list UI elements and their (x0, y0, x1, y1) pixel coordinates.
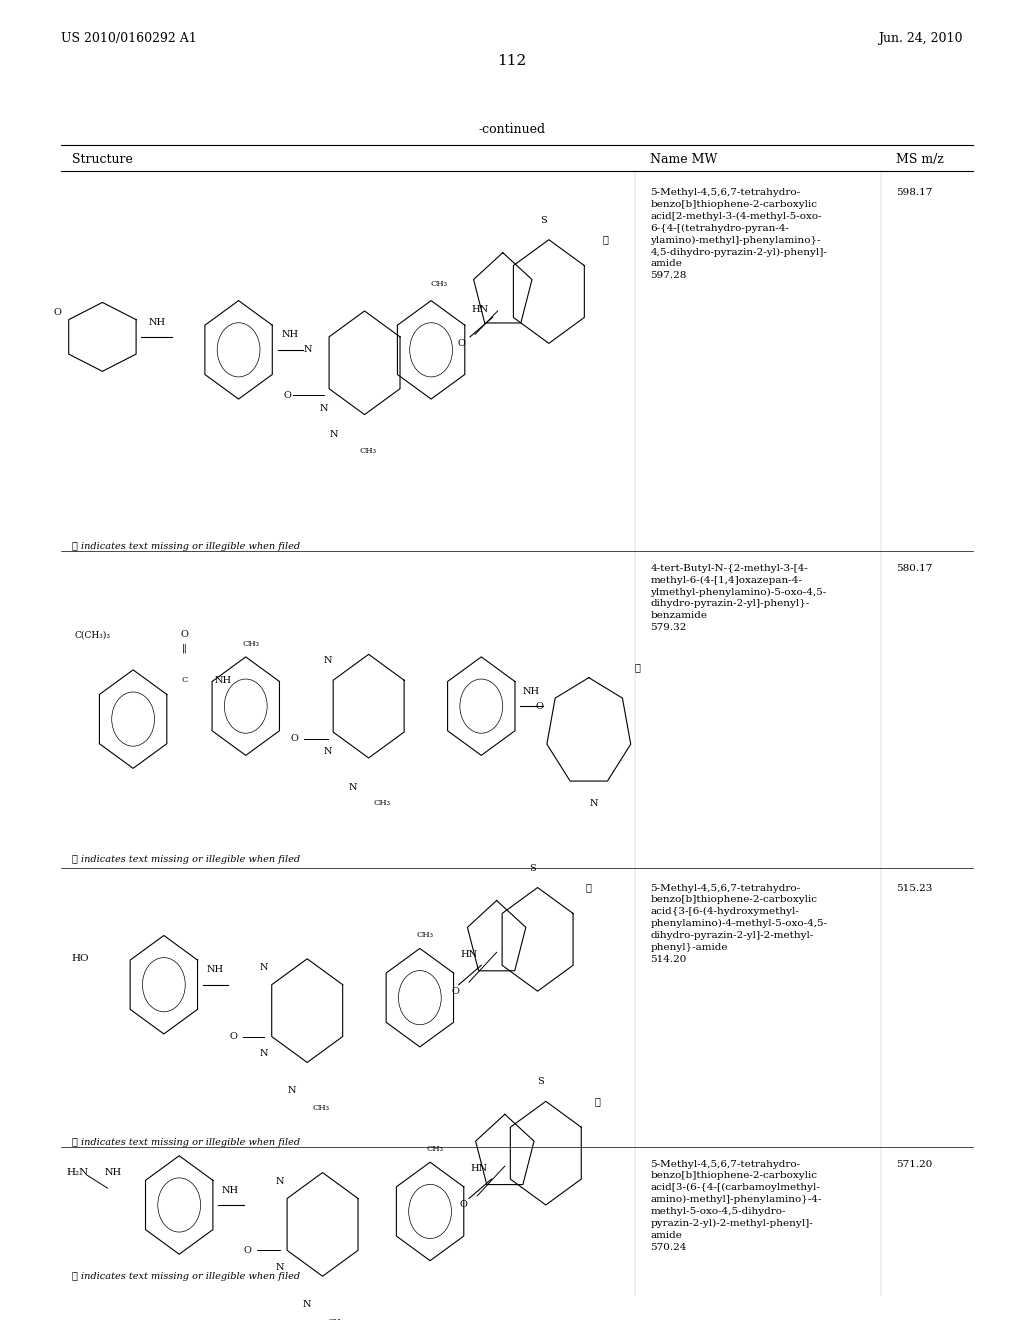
Text: NH: NH (104, 1168, 122, 1177)
Text: O: O (291, 734, 299, 743)
Text: 580.17: 580.17 (896, 564, 933, 573)
Text: CH₃: CH₃ (417, 932, 433, 940)
Text: C: C (181, 676, 187, 684)
Text: ②: ② (635, 663, 641, 672)
Text: O: O (180, 631, 188, 639)
Text: HO: HO (72, 954, 89, 964)
Text: 112: 112 (498, 54, 526, 69)
Text: CH₃: CH₃ (243, 640, 259, 648)
Text: N: N (324, 747, 332, 756)
Text: CH₃: CH₃ (427, 1146, 443, 1154)
Text: S: S (538, 1077, 544, 1086)
Text: N: N (260, 964, 268, 973)
Text: 5-Methyl-4,5,6,7-tetrahydro-
benzo[b]thiophene-2-carboxylic
acid{3-[6-(4-hydroxy: 5-Methyl-4,5,6,7-tetrahydro- benzo[b]thi… (650, 883, 827, 964)
Text: 4-tert-Butyl-N-{2-methyl-3-[4-
methyl-6-(4-[1,4]oxazepan-4-
ylmethyl-phenylamino: 4-tert-Butyl-N-{2-methyl-3-[4- methyl-6-… (650, 564, 826, 632)
Text: CH₃: CH₃ (359, 447, 377, 455)
Text: 598.17: 598.17 (896, 187, 933, 197)
Text: CH₃: CH₃ (328, 1317, 345, 1320)
Text: N: N (303, 1300, 311, 1309)
Text: S: S (541, 215, 547, 224)
Text: NH: NH (523, 686, 540, 696)
Text: O: O (452, 986, 460, 995)
Text: O: O (244, 1246, 252, 1255)
Text: N: N (590, 799, 598, 808)
Text: O: O (284, 391, 292, 400)
Text: NH: NH (215, 676, 232, 685)
Text: Name MW: Name MW (650, 153, 718, 166)
Text: C(CH₃)₃: C(CH₃)₃ (74, 631, 111, 639)
Text: Structure: Structure (72, 153, 132, 166)
Text: H₂N: H₂N (67, 1168, 89, 1177)
Text: HN: HN (472, 305, 488, 314)
Text: N: N (288, 1086, 296, 1096)
Text: N: N (324, 656, 332, 665)
Text: O: O (536, 702, 544, 710)
Text: HN: HN (461, 950, 477, 958)
Text: NH: NH (148, 318, 165, 326)
Text: N: N (330, 429, 338, 438)
Text: O: O (458, 339, 466, 348)
Text: 5-Methyl-4,5,6,7-tetrahydro-
benzo[b]thiophene-2-carboxylic
acid[2-methyl-3-(4-m: 5-Methyl-4,5,6,7-tetrahydro- benzo[b]thi… (650, 187, 827, 280)
Text: CH₃: CH₃ (312, 1104, 330, 1111)
Text: N: N (275, 1263, 284, 1271)
Text: ‖: ‖ (182, 643, 186, 652)
Text: ②: ② (602, 235, 608, 244)
Text: MS m/z: MS m/z (896, 153, 944, 166)
Text: CH₃: CH₃ (374, 800, 391, 808)
Text: 515.23: 515.23 (896, 883, 933, 892)
Text: ② indicates text missing or illegible when filed: ② indicates text missing or illegible wh… (72, 855, 300, 865)
Text: N: N (319, 404, 328, 413)
Text: NH: NH (222, 1185, 239, 1195)
Text: Jun. 24, 2010: Jun. 24, 2010 (878, 33, 963, 45)
Text: N: N (260, 1049, 268, 1057)
Text: N: N (304, 346, 312, 354)
Text: NH: NH (282, 330, 298, 339)
Text: ② indicates text missing or illegible when filed: ② indicates text missing or illegible wh… (72, 1138, 300, 1147)
Text: ② indicates text missing or illegible when filed: ② indicates text missing or illegible wh… (72, 1272, 300, 1282)
Text: ②: ② (594, 1097, 600, 1106)
Text: S: S (529, 863, 536, 873)
Text: CH₃: CH₃ (431, 280, 447, 288)
Text: HN: HN (471, 1164, 487, 1172)
Text: N: N (275, 1177, 284, 1187)
Text: N: N (349, 783, 357, 792)
Text: 571.20: 571.20 (896, 1160, 933, 1168)
Text: US 2010/0160292 A1: US 2010/0160292 A1 (61, 33, 198, 45)
Text: -continued: -continued (478, 123, 546, 136)
Text: O: O (460, 1200, 468, 1209)
Text: O: O (53, 308, 61, 317)
Text: NH: NH (207, 965, 223, 974)
Text: ② indicates text missing or illegible when filed: ② indicates text missing or illegible wh… (72, 541, 300, 550)
Text: 5-Methyl-4,5,6,7-tetrahydro-
benzo[b]thiophene-2-carboxylic
acid[3-(6-{4-[(carba: 5-Methyl-4,5,6,7-tetrahydro- benzo[b]thi… (650, 1160, 821, 1251)
Text: O: O (229, 1032, 238, 1041)
Text: ②: ② (586, 883, 592, 892)
